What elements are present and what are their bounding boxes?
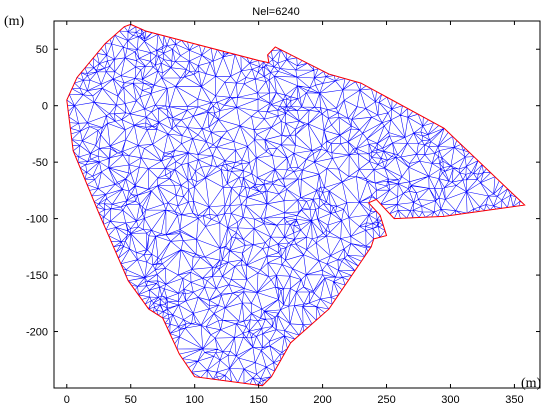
x-tick-label: 50 <box>125 394 137 406</box>
domain-boundary <box>66 23 526 387</box>
x-tick-label: 350 <box>505 394 523 406</box>
x-tick-label: 0 <box>64 394 70 406</box>
y-axis-ticks: 50 0 -50 -100 -150 -200 <box>26 44 540 339</box>
x-tick-label: 200 <box>313 394 331 406</box>
figure-title: Nel=6240 <box>252 6 299 18</box>
x-axis-unit: (m) <box>521 376 542 391</box>
y-tick-label: -150 <box>26 270 48 282</box>
x-tick-label: 250 <box>377 394 395 406</box>
y-tick-label: -200 <box>26 327 48 339</box>
x-tick-label: 100 <box>186 394 204 406</box>
x-tick-label: 300 <box>441 394 459 406</box>
y-axis-unit: (m) <box>4 14 25 29</box>
plot-frame <box>53 20 541 389</box>
y-tick-label: 0 <box>42 101 48 113</box>
y-tick-label: 50 <box>36 44 48 56</box>
y-tick-label: -50 <box>32 157 48 169</box>
x-tick-label: 150 <box>249 394 267 406</box>
y-tick-label: -100 <box>26 214 48 226</box>
x-axis-ticks: 0 50 100 150 200 250 300 350 <box>64 21 524 406</box>
